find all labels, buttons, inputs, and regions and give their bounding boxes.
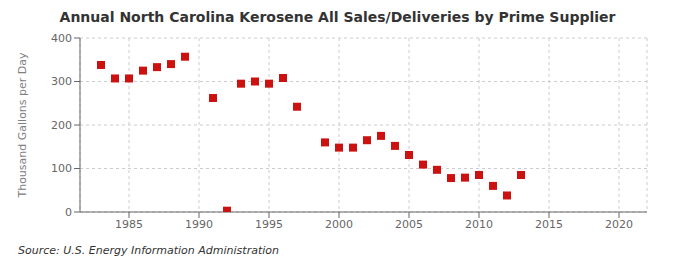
svg-text:1985: 1985 (115, 218, 143, 231)
svg-text:2010: 2010 (465, 218, 493, 231)
svg-text:400: 400 (51, 32, 72, 45)
svg-text:1990: 1990 (185, 218, 213, 231)
svg-text:2000: 2000 (325, 218, 353, 231)
svg-text:2005: 2005 (395, 218, 423, 231)
svg-text:2020: 2020 (605, 218, 633, 231)
svg-text:300: 300 (51, 75, 72, 88)
svg-text:Thousand Gallons per Day: Thousand Gallons per Day (16, 52, 29, 199)
svg-text:200: 200 (51, 119, 72, 132)
svg-text:100: 100 (51, 162, 72, 175)
svg-text:0: 0 (65, 206, 72, 219)
svg-text:2015: 2015 (535, 218, 563, 231)
svg-text:1995: 1995 (255, 218, 283, 231)
html-text:Annual North Carolina Kerosene: Annual North Carolina Kerosene All Sales… (59, 9, 616, 25)
html-text:Source: U.S. Energy Informatio: Source: U.S. Energy Information Administ… (18, 244, 279, 257)
